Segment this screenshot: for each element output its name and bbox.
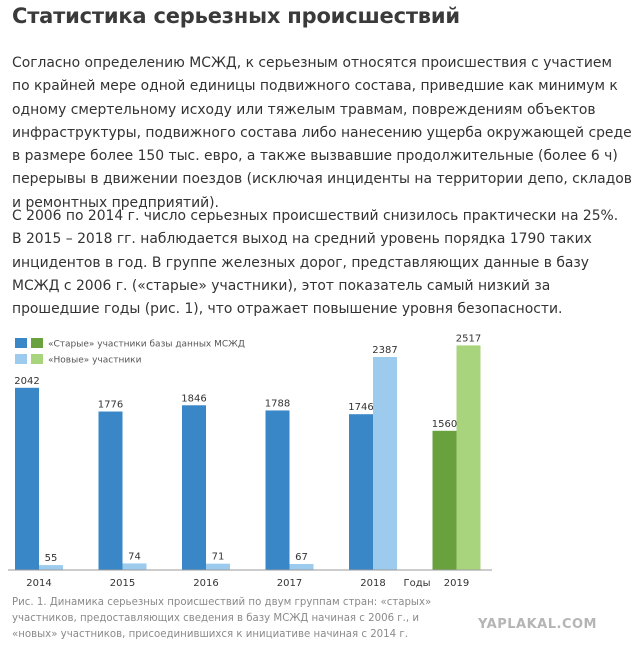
bar-old-2019 xyxy=(432,430,457,570)
data-label-old-2016: 1846 xyxy=(181,393,206,404)
legend-swatch-new xyxy=(15,354,27,364)
x-tick-2018: 2018 xyxy=(360,578,385,589)
x-tick-2017: 2017 xyxy=(277,578,302,589)
bar-new-2016 xyxy=(206,563,230,570)
bar-new-2018 xyxy=(373,357,397,570)
data-label-new-2016: 71 xyxy=(212,552,225,563)
bar-new-2015 xyxy=(122,563,147,570)
paragraph-statistics: С 2006 по 2014 г. число серьезных происш… xyxy=(12,208,619,318)
bar-old-2014 xyxy=(15,387,39,570)
bar-new-2019 xyxy=(456,345,481,570)
data-label-new-2019: 2517 xyxy=(456,333,481,344)
figure-caption: Рис. 1. Динамика серьезных происшествий … xyxy=(12,597,432,640)
x-tick-2016: 2016 xyxy=(193,578,218,589)
bar-old-2016 xyxy=(182,405,206,570)
data-label-new-2018: 2387 xyxy=(372,345,397,356)
bar-old-2018 xyxy=(349,414,373,570)
page-title: Статистика серьезных происшествий xyxy=(12,4,460,28)
data-label-old-2014: 2042 xyxy=(14,376,39,387)
legend-swatch-new-2019 xyxy=(31,354,43,364)
bar-new-2014 xyxy=(39,565,63,570)
data-label-old-2019: 1560 xyxy=(432,419,457,430)
watermark: YAPLAKAL.COM xyxy=(478,617,597,632)
data-label-old-2015: 1776 xyxy=(98,400,123,411)
x-tick-2014: 2014 xyxy=(26,578,51,589)
x-tick-2015: 2015 xyxy=(110,578,135,589)
bar-old-2017 xyxy=(265,410,290,570)
data-label-old-2018: 1746 xyxy=(348,402,373,413)
data-label-new-2015: 74 xyxy=(128,551,141,562)
data-label-new-2014: 55 xyxy=(45,553,58,564)
data-label-new-2017: 67 xyxy=(295,552,308,563)
data-label-old-2017: 1788 xyxy=(265,398,290,409)
legend-label-new: «Новые» участники xyxy=(48,356,142,366)
x-axis-label: Годы xyxy=(403,578,430,589)
paragraph-definition: Согласно определению МСЖД, к серьезным о… xyxy=(12,55,632,211)
legend-label-old: «Старые» участники базы данных МСЖД xyxy=(48,340,245,350)
bar-new-2017 xyxy=(289,564,314,570)
legend-swatch-old xyxy=(15,338,27,348)
bar-old-2015 xyxy=(98,411,123,570)
x-tick-2019: 2019 xyxy=(444,578,469,589)
legend-swatch-old-2019 xyxy=(31,338,43,348)
bar-chart: «Старые» участники базы данных МСЖД «Новы… xyxy=(8,333,492,589)
